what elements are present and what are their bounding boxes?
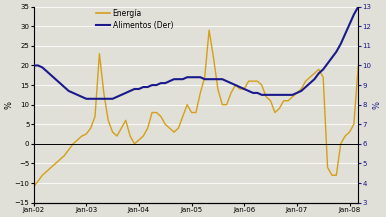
Y-axis label: %: % bbox=[373, 101, 382, 109]
Legend: Energía, Alimentos (Der): Energía, Alimentos (Der) bbox=[96, 8, 173, 30]
Y-axis label: %: % bbox=[4, 101, 13, 109]
